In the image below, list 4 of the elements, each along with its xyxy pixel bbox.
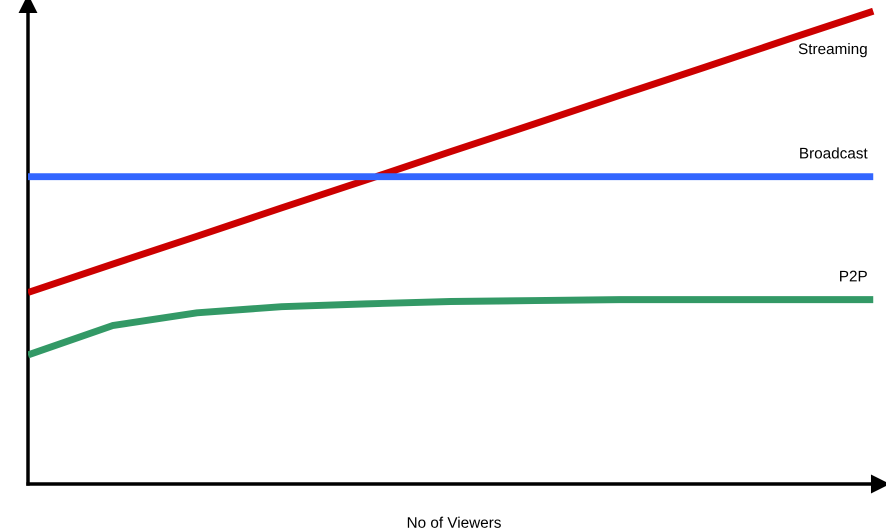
series-label: Streaming bbox=[798, 42, 867, 58]
series-label: P2P bbox=[840, 270, 867, 282]
series-label: Broadcast bbox=[800, 147, 868, 159]
x-axis-title: No of Viewers bbox=[408, 516, 501, 528]
